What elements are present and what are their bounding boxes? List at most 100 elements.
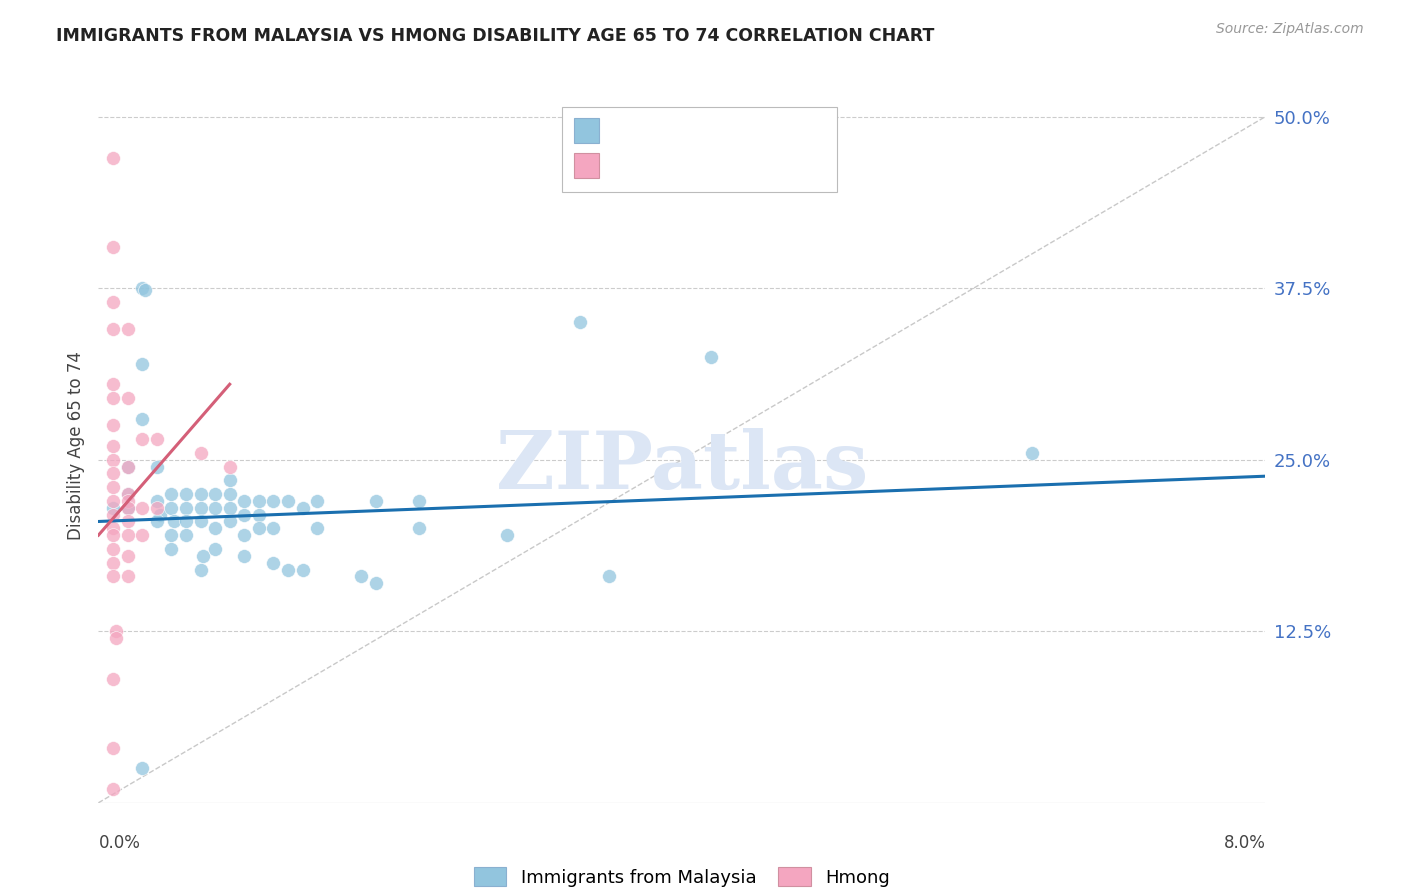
Point	[218, 473, 240, 487]
Point	[146, 500, 169, 515]
Point	[117, 528, 139, 542]
Point	[101, 377, 124, 392]
Point	[350, 569, 373, 583]
Text: 8.0%: 8.0%	[1223, 834, 1265, 852]
Point	[131, 411, 153, 425]
Point	[408, 494, 430, 508]
Point	[262, 556, 284, 570]
Point	[700, 350, 723, 364]
Point	[160, 487, 183, 501]
Point	[218, 500, 240, 515]
Point	[104, 624, 127, 639]
Point	[117, 494, 139, 508]
Point	[101, 556, 124, 570]
Point	[307, 494, 329, 508]
Point	[101, 240, 124, 254]
Point	[190, 515, 212, 529]
Point	[117, 515, 139, 529]
Point	[149, 508, 172, 522]
Point	[174, 487, 197, 501]
Point	[247, 508, 270, 522]
Point	[117, 459, 139, 474]
Text: ZIPatlas: ZIPatlas	[496, 428, 868, 507]
Point	[131, 762, 153, 776]
Text: N =: N =	[697, 159, 749, 177]
Text: 61: 61	[749, 123, 775, 141]
Point	[568, 316, 591, 330]
Point	[117, 459, 139, 474]
Point	[101, 294, 124, 309]
Point	[117, 549, 139, 563]
Text: 0.168: 0.168	[651, 159, 709, 177]
Point	[190, 487, 212, 501]
Point	[131, 528, 153, 542]
Point	[134, 283, 156, 297]
Point	[204, 521, 226, 535]
Point	[277, 562, 299, 576]
Point	[190, 446, 212, 460]
Point	[160, 541, 183, 556]
Point	[174, 528, 197, 542]
Point	[101, 494, 124, 508]
Point	[163, 515, 186, 529]
Point	[101, 452, 124, 467]
Point	[101, 418, 124, 433]
Point	[117, 500, 139, 515]
Point	[598, 569, 620, 583]
Text: 39: 39	[749, 159, 775, 177]
Text: IMMIGRANTS FROM MALAYSIA VS HMONG DISABILITY AGE 65 TO 74 CORRELATION CHART: IMMIGRANTS FROM MALAYSIA VS HMONG DISABI…	[56, 27, 935, 45]
Point	[1021, 446, 1043, 460]
Point	[218, 459, 240, 474]
Text: R =: R =	[609, 123, 648, 141]
Point	[101, 782, 124, 797]
Point	[190, 500, 212, 515]
Point	[101, 541, 124, 556]
Point	[131, 357, 153, 371]
Point	[204, 500, 226, 515]
Point	[131, 281, 153, 295]
Point	[262, 521, 284, 535]
Point	[101, 500, 124, 515]
Text: 0.045: 0.045	[651, 123, 707, 141]
Point	[233, 549, 256, 563]
Point	[117, 322, 139, 336]
Point	[101, 322, 124, 336]
Point	[101, 151, 124, 165]
Point	[247, 494, 270, 508]
Point	[193, 549, 215, 563]
Y-axis label: Disability Age 65 to 74: Disability Age 65 to 74	[66, 351, 84, 541]
Point	[160, 500, 183, 515]
Point	[117, 500, 139, 515]
Point	[101, 521, 124, 535]
Text: R =: R =	[609, 159, 648, 177]
Point	[291, 562, 314, 576]
Point	[104, 631, 127, 645]
Point	[233, 494, 256, 508]
Point	[233, 508, 256, 522]
Point	[117, 487, 139, 501]
Point	[204, 541, 226, 556]
Point	[131, 500, 153, 515]
Point	[101, 508, 124, 522]
Point	[101, 480, 124, 494]
Point	[277, 494, 299, 508]
Point	[131, 432, 153, 446]
Point	[101, 439, 124, 453]
Point	[364, 576, 387, 591]
Point	[117, 487, 139, 501]
Point	[101, 467, 124, 481]
Legend: Immigrants from Malaysia, Hmong: Immigrants from Malaysia, Hmong	[474, 867, 890, 887]
Point	[146, 515, 169, 529]
Point	[190, 562, 212, 576]
Text: 0.0%: 0.0%	[98, 834, 141, 852]
Point	[218, 515, 240, 529]
Text: N =: N =	[697, 123, 749, 141]
Point	[101, 740, 124, 755]
Point	[101, 569, 124, 583]
Point	[247, 521, 270, 535]
Point	[174, 500, 197, 515]
Point	[408, 521, 430, 535]
Point	[117, 569, 139, 583]
Point	[496, 528, 519, 542]
Point	[101, 391, 124, 405]
